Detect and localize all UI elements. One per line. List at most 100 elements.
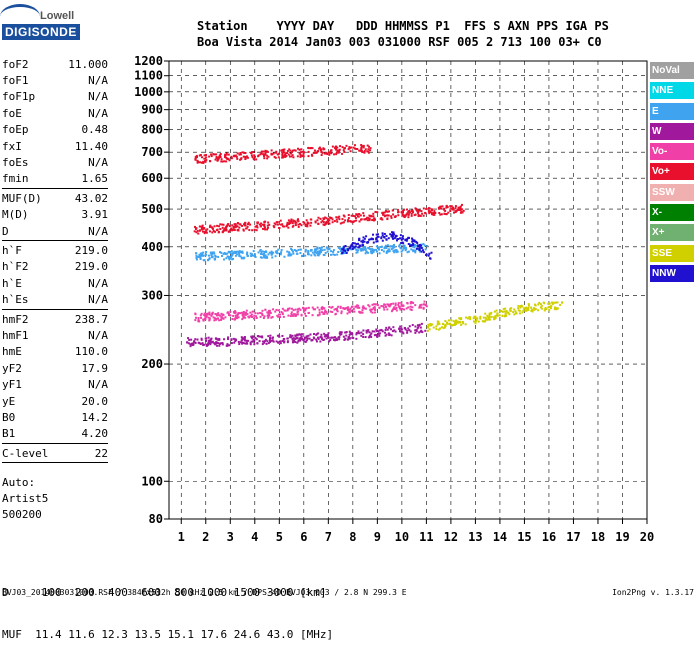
data-point bbox=[261, 343, 264, 346]
data-point bbox=[234, 311, 237, 314]
data-point bbox=[362, 333, 365, 336]
data-point bbox=[296, 337, 299, 340]
data-point bbox=[207, 336, 210, 339]
data-point bbox=[372, 215, 375, 218]
data-point bbox=[257, 251, 260, 254]
data-point bbox=[249, 343, 252, 346]
data-point bbox=[221, 254, 224, 257]
data-point bbox=[294, 334, 297, 337]
data-point bbox=[445, 213, 448, 216]
data-point bbox=[402, 215, 405, 218]
data-point bbox=[387, 214, 390, 217]
data-point bbox=[274, 156, 277, 159]
data-point bbox=[312, 336, 315, 339]
data-point bbox=[384, 305, 387, 308]
data-point bbox=[407, 306, 410, 309]
data-point bbox=[222, 223, 225, 226]
data-point bbox=[498, 314, 501, 317]
data-point bbox=[204, 160, 207, 163]
data-point bbox=[360, 331, 363, 334]
data-point bbox=[270, 339, 273, 342]
data-point bbox=[311, 314, 314, 317]
data-point bbox=[409, 244, 412, 247]
data-point bbox=[539, 306, 542, 309]
data-point bbox=[232, 228, 235, 231]
data-point bbox=[264, 220, 267, 223]
data-point bbox=[436, 322, 439, 325]
data-point bbox=[415, 328, 418, 331]
data-point bbox=[440, 326, 443, 329]
data-point bbox=[487, 316, 490, 319]
data-point bbox=[344, 337, 347, 340]
data-point bbox=[346, 308, 349, 311]
data-point bbox=[195, 252, 198, 255]
data-point bbox=[327, 336, 330, 339]
data-point bbox=[415, 247, 418, 250]
data-point bbox=[324, 251, 327, 254]
data-point bbox=[255, 315, 258, 318]
data-point bbox=[286, 337, 289, 340]
data-point bbox=[221, 343, 224, 346]
data-point bbox=[411, 237, 414, 240]
data-point bbox=[339, 333, 342, 336]
data-point bbox=[384, 334, 387, 337]
data-point bbox=[339, 222, 342, 225]
data-point bbox=[474, 320, 477, 323]
data-point bbox=[457, 206, 460, 209]
data-point bbox=[205, 343, 208, 346]
data-point bbox=[390, 248, 393, 251]
data-point bbox=[203, 154, 206, 157]
data-point bbox=[338, 150, 341, 153]
data-point bbox=[328, 216, 331, 219]
data-point bbox=[377, 332, 380, 335]
param-value: N/A bbox=[88, 378, 108, 392]
data-point bbox=[242, 314, 245, 317]
data-point bbox=[197, 232, 200, 235]
data-point bbox=[340, 310, 343, 313]
data-point bbox=[295, 221, 298, 224]
data-point bbox=[354, 147, 357, 150]
data-point bbox=[243, 223, 246, 226]
data-point bbox=[416, 244, 419, 247]
data-point bbox=[380, 248, 383, 251]
data-point bbox=[210, 314, 213, 317]
data-point bbox=[433, 213, 436, 216]
data-point bbox=[279, 252, 282, 255]
data-point bbox=[299, 155, 302, 158]
data-point bbox=[304, 223, 307, 226]
data-point bbox=[240, 157, 243, 160]
data-point bbox=[501, 314, 504, 317]
data-point bbox=[245, 155, 248, 158]
data-point bbox=[250, 315, 253, 318]
data-point bbox=[257, 154, 260, 157]
data-point bbox=[415, 330, 418, 333]
data-point bbox=[271, 315, 274, 318]
data-point bbox=[326, 250, 329, 253]
data-point bbox=[300, 313, 303, 316]
data-point bbox=[331, 310, 334, 313]
data-point bbox=[239, 158, 242, 161]
data-point bbox=[348, 247, 351, 250]
data-point bbox=[256, 335, 259, 338]
x-tick-label: 18 bbox=[591, 530, 605, 544]
data-point bbox=[533, 308, 536, 311]
data-point bbox=[266, 256, 269, 259]
data-point bbox=[414, 329, 417, 332]
data-point bbox=[250, 335, 253, 338]
data-point bbox=[548, 302, 551, 305]
data-point bbox=[460, 323, 463, 326]
data-point bbox=[287, 307, 290, 310]
data-point bbox=[307, 146, 310, 149]
data-point bbox=[209, 160, 212, 163]
data-point bbox=[452, 320, 455, 323]
data-point bbox=[341, 152, 344, 155]
data-point bbox=[214, 343, 217, 346]
data-point bbox=[196, 159, 199, 162]
data-point bbox=[317, 254, 320, 257]
data-point bbox=[228, 159, 231, 162]
data-point bbox=[204, 339, 207, 342]
data-point bbox=[539, 303, 542, 306]
data-point bbox=[264, 152, 267, 155]
data-point bbox=[266, 228, 269, 231]
data-point bbox=[335, 337, 338, 340]
